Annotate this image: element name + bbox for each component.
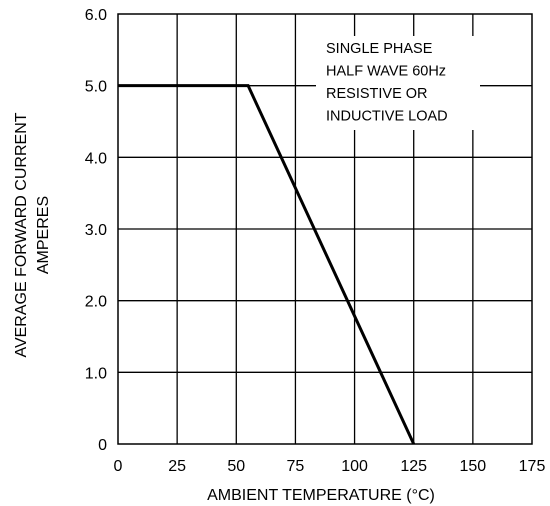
x-tick-label: 50	[227, 458, 245, 475]
x-tick-labels: 0 25 50 75 100 125 150 175	[114, 458, 546, 475]
y-tick-label: 0	[98, 437, 107, 454]
series-layer	[118, 84, 416, 445]
x-tick-label: 150	[460, 458, 487, 475]
x-tick-label: 25	[168, 458, 186, 475]
y-axis-title-line: AMPERES	[35, 196, 52, 274]
y-tick-label: 6.0	[85, 7, 107, 24]
x-axis-title: AMBIENT TEMPERATURE (°C)	[207, 487, 435, 504]
x-tick-label: 0	[114, 458, 123, 475]
y-axis-title-line: AVERAGE FORWARD CURRENT	[13, 112, 30, 357]
note-background	[316, 36, 480, 130]
x-tick-label: 125	[400, 458, 427, 475]
x-tick-label: 75	[287, 458, 305, 475]
y-tick-label: 5.0	[85, 79, 107, 96]
note-line: HALF WAVE 60Hz	[326, 64, 446, 80]
x-tick-label: 100	[341, 458, 368, 475]
note-line: SINGLE PHASE	[326, 41, 433, 57]
plot-frame	[117, 13, 533, 445]
note-line: INDUCTIVE LOAD	[326, 109, 448, 125]
note-line: RESISTIVE OR	[326, 86, 428, 102]
y-tick-label: 3.0	[85, 222, 107, 239]
x-tick-label: 175	[519, 458, 546, 475]
derating-curve	[118, 84, 416, 445]
y-tick-label: 2.0	[85, 294, 107, 311]
y-tick-labels: 0 1.0 2.0 3.0 4.0 5.0 6.0	[85, 7, 107, 454]
y-tick-label: 1.0	[85, 365, 107, 382]
y-tick-label: 4.0	[85, 150, 107, 167]
load-condition-note: SINGLE PHASE HALF WAVE 60Hz RESISTIVE OR…	[316, 36, 480, 130]
